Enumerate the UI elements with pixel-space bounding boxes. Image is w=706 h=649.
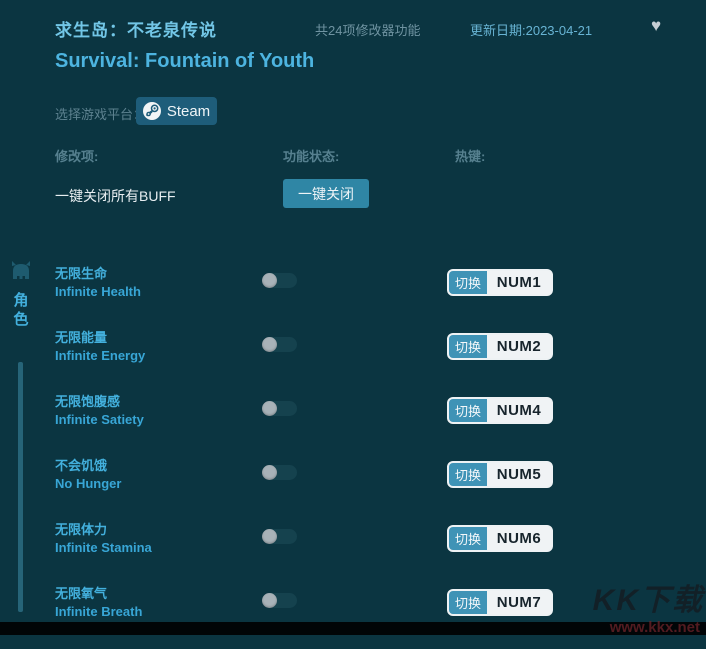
watermark-logo: KK下载 [592, 584, 704, 617]
hotkey-key-label: NUM6 [487, 527, 551, 550]
hotkey-key-label: NUM4 [487, 399, 551, 422]
feature-row: 无限能量 Infinite Energy 切换 NUM2 [0, 329, 706, 393]
hotkey-button[interactable]: 切换 NUM2 [447, 333, 553, 360]
close-all-buff-button[interactable]: 一键关闭 [283, 179, 369, 208]
feature-name: 无限能量 Infinite Energy [55, 329, 145, 364]
steam-icon [142, 102, 161, 120]
feature-name-cn: 无限氧气 [55, 586, 108, 601]
feature-row: 无限饱腹感 Infinite Satiety 切换 NUM4 [0, 393, 706, 457]
steam-button-label: Steam [166, 102, 211, 120]
bottom-bar [0, 622, 706, 635]
feature-name-en: Infinite Breath [55, 604, 143, 619]
sidebar-tab-char: 角 [13, 292, 29, 309]
feature-toggle[interactable] [262, 337, 297, 352]
hotkey-key-label: NUM2 [487, 335, 551, 358]
column-header-item: 修改项: [55, 149, 99, 164]
feature-name: 无限体力 Infinite Stamina [55, 521, 152, 556]
feature-name-en: No Hunger [55, 476, 122, 491]
toggle-knob [262, 273, 277, 288]
toggle-knob [262, 529, 277, 544]
column-header-status: 功能状态: [283, 149, 340, 164]
feature-name: 无限生命 Infinite Health [55, 265, 141, 300]
feature-name-cn: 无限能量 [55, 330, 108, 345]
hotkey-action-label: 切换 [449, 335, 487, 358]
toggle-knob [262, 593, 277, 608]
feature-name: 不会饥饿 No Hunger [55, 457, 121, 492]
feature-name: 无限氧气 Infinite Breath [55, 585, 142, 620]
hotkey-button[interactable]: 切换 NUM1 [447, 269, 553, 296]
favorite-heart-icon[interactable]: ♥ [651, 16, 662, 35]
platform-select-label: 选择游戏平台： [55, 107, 147, 122]
feature-toggle[interactable] [262, 401, 297, 416]
toggle-knob [262, 465, 277, 480]
feature-name-cn: 无限饱腹感 [55, 394, 121, 409]
hotkey-action-label: 切换 [449, 591, 487, 614]
hotkey-key-label: NUM1 [487, 271, 551, 294]
steam-platform-button[interactable]: Steam [136, 97, 217, 125]
hotkey-key-label: NUM5 [487, 463, 551, 486]
feature-row: 无限体力 Infinite Stamina 切换 NUM6 [0, 521, 706, 585]
feature-row: 不会饥饿 No Hunger 切换 NUM5 [0, 457, 706, 521]
feature-name-en: Infinite Health [55, 284, 141, 299]
feature-toggle[interactable] [262, 529, 297, 544]
feature-toggle[interactable] [262, 273, 297, 288]
feature-name: 无限饱腹感 Infinite Satiety [55, 393, 144, 428]
feature-row: 无限氧气 Infinite Breath 切换 NUM7 [0, 585, 706, 649]
buff-row-label: 一键关闭所有BUFF [55, 188, 176, 204]
feature-name-en: Infinite Stamina [55, 540, 152, 555]
watermark-url: www.kkx.net [609, 619, 700, 636]
hotkey-button[interactable]: 切换 NUM7 [447, 589, 553, 616]
feature-name-cn: 无限体力 [55, 522, 108, 537]
column-header-hotkey: 热键: [455, 149, 486, 164]
hotkey-button[interactable]: 切换 NUM5 [447, 461, 553, 488]
sidebar-tab-char: 色 [13, 311, 29, 328]
feature-toggle[interactable] [262, 465, 297, 480]
toggle-knob [262, 401, 277, 416]
feature-count-label: 共24项修改器功能 [315, 23, 421, 38]
feature-name-cn: 无限生命 [55, 266, 108, 281]
hotkey-key-label: NUM7 [487, 591, 551, 614]
feature-name-en: Infinite Energy [55, 348, 146, 363]
character-tab-icon [9, 259, 33, 286]
hotkey-action-label: 切换 [449, 463, 487, 486]
update-date-label: 更新日期:2023-04-21 [470, 23, 593, 38]
page-subtitle: Survival: Fountain of Youth [55, 50, 315, 72]
feature-name-en: Infinite Satiety [55, 412, 144, 427]
hotkey-button[interactable]: 切换 NUM4 [447, 397, 553, 424]
feature-list: 无限生命 Infinite Health 切换 NUM1 无限能量 Infini… [0, 265, 706, 649]
hotkey-button[interactable]: 切换 NUM6 [447, 525, 553, 552]
hotkey-action-label: 切换 [449, 399, 487, 422]
feature-name-cn: 不会饥饿 [55, 458, 108, 473]
page-title: 求生岛：不老泉传说 [55, 21, 217, 40]
toggle-knob [262, 337, 277, 352]
feature-row: 无限生命 Infinite Health 切换 NUM1 [0, 265, 706, 329]
hotkey-action-label: 切换 [449, 527, 487, 550]
sidebar-tab-character[interactable]: 角 色 [12, 291, 30, 329]
hotkey-action-label: 切换 [449, 271, 487, 294]
feature-toggle[interactable] [262, 593, 297, 608]
sidebar-scroll-indicator[interactable] [18, 362, 23, 612]
